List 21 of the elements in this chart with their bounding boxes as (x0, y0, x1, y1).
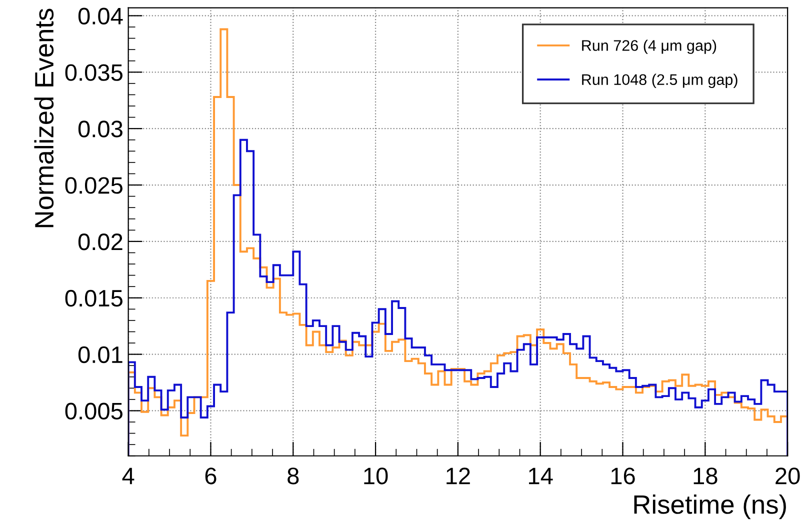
x-tick-label: 20 (776, 468, 800, 484)
y-tick-label: 0.04 (78, 8, 123, 25)
y-tick-label: 0.01 (78, 346, 122, 364)
y-tick-label: 0.035 (65, 64, 122, 81)
x-tick-label: 16 (611, 468, 635, 484)
x-tick-label: 4 (122, 468, 134, 484)
x-tick-label: 12 (446, 468, 470, 484)
y-tick-label: 0.015 (65, 290, 122, 307)
y-tick-label: 0.005 (65, 402, 122, 420)
x-tick-label: 14 (529, 468, 553, 484)
x-tick-label: 8 (288, 468, 299, 484)
legend-label: Run 726 (4 μm gap) (582, 40, 716, 54)
y-tick-label: 0.02 (78, 234, 122, 250)
y-tick-label: 0.03 (78, 120, 122, 138)
x-tick-label: 10 (364, 468, 388, 484)
x-axis-title: Risetime (ns) (634, 494, 786, 520)
x-tick-label: 6 (205, 468, 216, 484)
y-axis-title: Normalized Events (34, 8, 54, 228)
x-tick-label: 18 (694, 468, 718, 484)
y-tick-label: 0.025 (65, 177, 122, 194)
legend-label: Run 1048 (2.5 μm gap) (582, 74, 738, 88)
